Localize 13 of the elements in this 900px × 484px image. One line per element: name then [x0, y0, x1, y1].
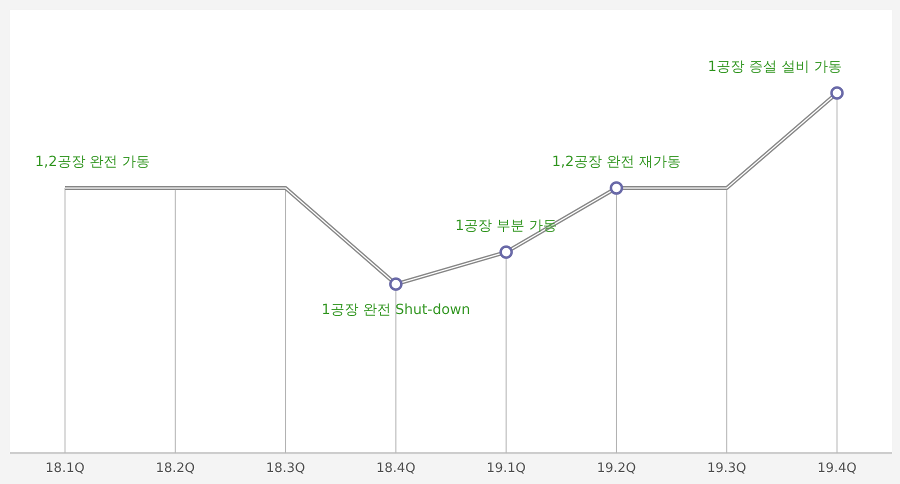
annotation: 1공장 부분 가동	[455, 218, 558, 234]
x-tick-label: 18.2Q	[156, 461, 195, 476]
x-tick-label: 18.1Q	[45, 461, 85, 476]
x-tick-label: 19.1Q	[486, 461, 526, 476]
annotation: 1,2공장 완전 재가동	[552, 154, 682, 170]
x-tick-label: 19.2Q	[596, 461, 636, 476]
x-tick-label: 18.4Q	[376, 461, 416, 476]
x-tick-label: 19.4Q	[817, 461, 857, 476]
annotation: 1,2공장 완전 가동	[35, 154, 150, 170]
annotation: 1공장 완전 Shut-down	[321, 302, 470, 318]
x-tick-label: 18.3Q	[266, 461, 306, 476]
x-tick-label: 19.3Q	[707, 461, 746, 476]
annotation: 1공장 증설 설비 가동	[708, 59, 842, 75]
